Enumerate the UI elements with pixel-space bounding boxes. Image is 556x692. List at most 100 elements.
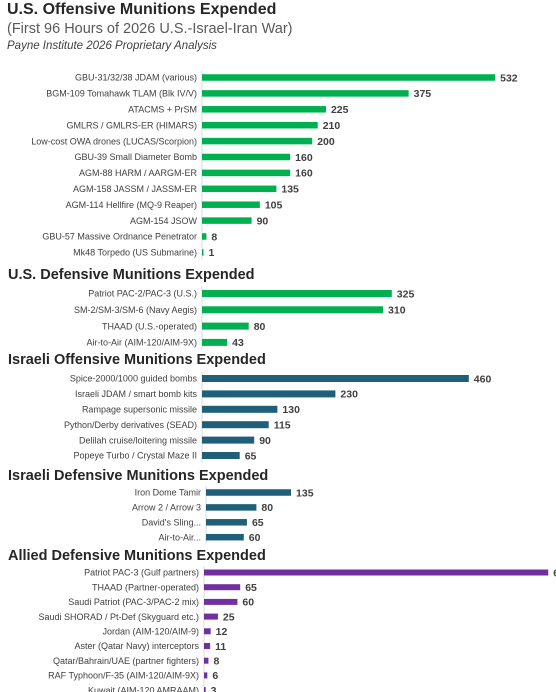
bar <box>202 405 278 413</box>
category-label: BGM-109 Tomahawk TLAM (Blk IV/V) <box>46 89 197 99</box>
category-label: Patriot PAC-2/PAC-3 (U.S.) <box>88 289 197 299</box>
category-label: Air-to-Air (AIM-120/AIM-9X) <box>86 338 197 348</box>
bar <box>202 106 326 113</box>
bar <box>204 643 211 649</box>
category-label: Saudi Patriot (PAC-3/PAC-2 mix) <box>68 597 199 607</box>
bar <box>202 201 260 208</box>
bar <box>202 375 469 382</box>
data-label: 65 <box>245 582 257 594</box>
bar <box>202 153 291 161</box>
data-label: 200 <box>317 136 335 148</box>
category-label: Mk48 Torpedo (US Submarine) <box>73 248 197 258</box>
bar <box>202 390 336 398</box>
bar <box>202 290 392 297</box>
data-label: 325 <box>397 288 415 300</box>
category-label: Saudi SHORAD / Pt-Def (Skyguard etc.) <box>38 612 199 622</box>
panel-2: U.S. Defensive Munitions Expended Patriot… <box>8 267 414 350</box>
chart-title: U.S. Offensive Munitions Expended <box>7 1 277 18</box>
category-label: Arrow 2 / Arrow 3 <box>132 503 201 513</box>
data-label: 130 <box>282 404 300 416</box>
bar <box>202 322 249 330</box>
category-label: Popeye Turbo / Crystal Maze II <box>73 451 197 461</box>
category-label: Air-to-Air... <box>158 532 201 542</box>
category-label: AGM-158 JASSM / JASSM-ER <box>73 184 198 194</box>
category-label: Python/Derby derivatives (SEAD) <box>64 420 197 430</box>
category-label: THAAD (Partner-operated) <box>92 582 199 592</box>
data-label: 6 <box>212 670 218 682</box>
data-label: 160 <box>295 168 313 180</box>
panel-title: Israeli Defensive Munitions Expended <box>8 468 268 484</box>
category-label: GBU-39 Small Diameter Bomb <box>74 152 197 162</box>
data-label: 90 <box>257 215 269 227</box>
bar <box>204 687 206 692</box>
category-label: Aster (Qatar Navy) interceptors <box>74 641 199 651</box>
category-label: GBU-31/32/38 JDAM (various) <box>75 73 197 83</box>
data-label: 1 <box>209 247 215 259</box>
category-label: Iron Dome Tamir <box>135 488 201 498</box>
data-label: 12 <box>216 626 228 638</box>
panel-title: Israeli Offensive Munitions Expended <box>8 352 266 368</box>
category-label: Low-cost OWA drones (LUCAS/Scorpion) <box>31 136 197 146</box>
bar <box>204 657 209 664</box>
data-label: 160 <box>295 152 313 164</box>
category-label: Rampage supersonic missile <box>82 405 197 415</box>
data-label: 43 <box>232 337 244 349</box>
data-label: 3 <box>211 685 217 692</box>
bar <box>202 169 291 177</box>
data-label: 115 <box>274 420 291 432</box>
bar <box>204 584 241 591</box>
category-label: THAAD (U.S.-operated) <box>102 321 197 331</box>
category-label: Jordan (AIM-120/AIM-9) <box>102 627 199 637</box>
category-label: RAF Typhoon/F-35 (AIM-120/AIM-9X) <box>48 671 199 681</box>
data-label: 225 <box>331 104 349 116</box>
bar <box>204 598 238 605</box>
data-label: 135 <box>296 487 314 499</box>
data-label: 375 <box>414 88 432 100</box>
data-label: 60 <box>242 597 254 609</box>
data-label: 210 <box>323 120 341 132</box>
category-label: AGM-154 JSOW <box>130 216 198 226</box>
data-label: 80 <box>261 502 273 514</box>
bar <box>202 338 228 346</box>
category-label: Spice-2000/1000 guided bombs <box>70 374 198 384</box>
source-credit: Payne Institute 2026 Proprietary Analysi… <box>7 40 217 52</box>
panel-title: U.S. Defensive Munitions Expended <box>8 267 255 283</box>
bar <box>202 306 384 314</box>
panel-title: Allied Defensive Munitions Expended <box>8 548 266 564</box>
category-label: SM-2/SM-3/SM-6 (Navy Aegis) <box>74 305 197 315</box>
category-label: Patriot PAC-3 (Gulf partners) <box>84 568 199 578</box>
data-label: 230 <box>340 389 358 401</box>
panel-5: Allied Defensive Munitions Expended Patri… <box>8 548 556 692</box>
bar <box>202 436 255 444</box>
bar <box>202 137 313 145</box>
data-label: 310 <box>388 305 406 317</box>
bar <box>204 569 549 576</box>
bar <box>202 185 277 193</box>
data-label: 65 <box>245 450 257 462</box>
category-label: GMLRS / GMLRS-ER (HIMARS) <box>66 120 197 130</box>
category-label: Qatar/Bahrain/UAE (partner fighters) <box>53 656 199 666</box>
data-label: 618 <box>553 567 556 579</box>
data-label: 80 <box>254 321 266 333</box>
data-label: 8 <box>213 656 219 668</box>
data-label: 105 <box>265 200 283 212</box>
bar <box>202 421 269 429</box>
bar <box>202 121 318 129</box>
bar <box>202 249 204 256</box>
data-label: 11 <box>215 641 226 653</box>
category-label: Israeli JDAM / smart bomb kits <box>75 389 198 399</box>
category-label: GBU-57 Massive Ordnance Penetrator <box>42 232 197 242</box>
bar <box>206 533 244 541</box>
category-label: Delilah cruise/loitering missile <box>79 435 197 445</box>
bar <box>202 233 207 240</box>
data-label: 135 <box>281 184 299 196</box>
bar <box>202 452 240 459</box>
category-label: AGM-114 Hellfire (MQ-9 Reaper) <box>66 200 197 210</box>
bar <box>204 628 211 635</box>
data-label: 460 <box>474 373 492 385</box>
data-label: 532 <box>500 72 518 84</box>
panel-3: Israeli Offensive Munitions Expended Spic… <box>8 352 491 462</box>
category-label: AGM-88 HARM / AARGM-ER <box>79 168 198 178</box>
data-label: 90 <box>259 435 271 447</box>
